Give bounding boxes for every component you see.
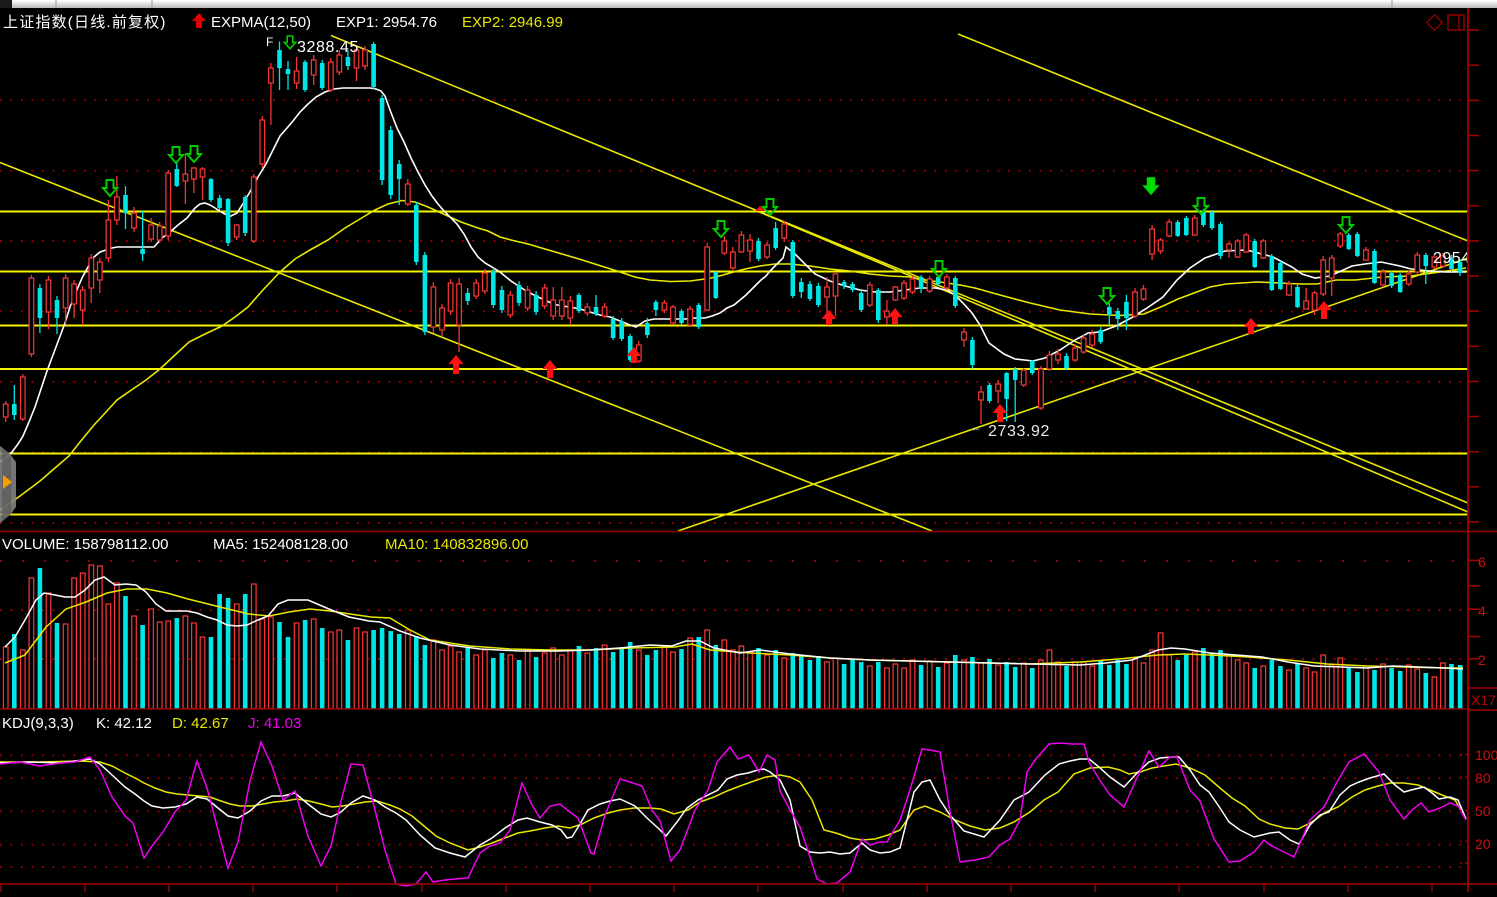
svg-text:←: ← [970, 420, 982, 434]
svg-text:6: 6 [1478, 554, 1486, 570]
svg-text:3288.45: 3288.45 [297, 39, 359, 56]
svg-text:4: 4 [1478, 603, 1486, 619]
svg-text:2733.92: 2733.92 [988, 423, 1050, 440]
svg-text:2: 2 [1478, 652, 1486, 668]
svg-text:80: 80 [1475, 770, 1491, 786]
svg-text:EXPMA(12,50): EXPMA(12,50) [211, 14, 311, 31]
svg-text:KDJ(9,3,3): KDJ(9,3,3) [2, 715, 74, 732]
svg-text:上证指数(日线.前复权): 上证指数(日线.前复权) [3, 13, 167, 31]
svg-text:20: 20 [1475, 836, 1491, 852]
svg-text:EXP1: 2954.76: EXP1: 2954.76 [336, 14, 437, 31]
svg-text:K: 42.12: K: 42.12 [96, 715, 152, 732]
svg-text:X17: X17 [1471, 692, 1496, 708]
svg-text:D: 42.67: D: 42.67 [172, 715, 229, 732]
svg-text:F: F [266, 35, 273, 49]
svg-text:MA5: 152408128.00: MA5: 152408128.00 [213, 536, 348, 553]
svg-text:EXP2: 2946.99: EXP2: 2946.99 [462, 14, 563, 31]
svg-text:VOLUME: 158798112.00: VOLUME: 158798112.00 [2, 536, 169, 553]
svg-text:J: 41.03: J: 41.03 [248, 715, 301, 732]
svg-text:2954: 2954 [1433, 250, 1471, 267]
svg-text:50: 50 [1475, 803, 1491, 819]
svg-text:100: 100 [1475, 747, 1497, 763]
svg-text:MA10: 140832896.00: MA10: 140832896.00 [385, 536, 528, 553]
